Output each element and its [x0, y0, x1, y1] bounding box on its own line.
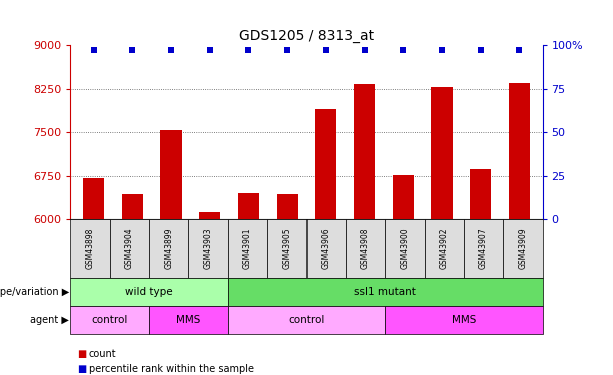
Bar	[432, 87, 452, 219]
Text: ■: ■	[77, 350, 86, 359]
Bar	[315, 109, 337, 219]
Text: genotype/variation ▶: genotype/variation ▶	[0, 286, 69, 297]
Text: ssl1 mutant: ssl1 mutant	[354, 286, 416, 297]
Text: ■: ■	[77, 364, 86, 374]
Text: GSM43900: GSM43900	[400, 228, 409, 269]
Text: GSM43901: GSM43901	[243, 228, 252, 269]
Text: control: control	[288, 315, 325, 325]
Text: GSM43905: GSM43905	[283, 228, 291, 269]
Bar	[83, 177, 104, 219]
Text: percentile rank within the sample: percentile rank within the sample	[89, 364, 254, 374]
Text: GSM43909: GSM43909	[519, 228, 527, 269]
Bar	[161, 130, 181, 219]
Title: GDS1205 / 8313_at: GDS1205 / 8313_at	[239, 28, 374, 43]
Bar	[354, 84, 375, 219]
Text: GSM43902: GSM43902	[440, 228, 449, 269]
Text: GSM43907: GSM43907	[479, 228, 488, 269]
Text: MMS: MMS	[177, 315, 200, 325]
Text: GSM43908: GSM43908	[361, 228, 370, 269]
Text: GSM43899: GSM43899	[164, 228, 173, 269]
Text: MMS: MMS	[452, 315, 476, 325]
Bar	[392, 175, 414, 219]
Bar	[238, 193, 259, 219]
Text: agent ▶: agent ▶	[31, 315, 69, 325]
Text: GSM43898: GSM43898	[86, 228, 94, 269]
Bar	[276, 194, 298, 219]
Bar	[470, 170, 491, 219]
Text: GSM43904: GSM43904	[125, 228, 134, 269]
Text: GSM43906: GSM43906	[322, 228, 330, 269]
Text: control: control	[91, 315, 128, 325]
Bar	[122, 194, 143, 219]
Text: wild type: wild type	[125, 286, 173, 297]
Bar	[509, 83, 530, 219]
Bar	[199, 212, 221, 219]
Text: count: count	[89, 350, 116, 359]
Text: GSM43903: GSM43903	[204, 228, 213, 269]
